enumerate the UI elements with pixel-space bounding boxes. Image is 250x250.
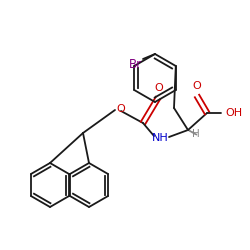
Text: O: O [116,104,125,114]
Text: H: H [192,129,200,139]
Text: OH: OH [225,108,242,118]
Text: O: O [192,81,202,91]
Text: NH: NH [152,133,168,143]
Text: O: O [154,83,164,93]
Text: Br: Br [128,58,141,70]
